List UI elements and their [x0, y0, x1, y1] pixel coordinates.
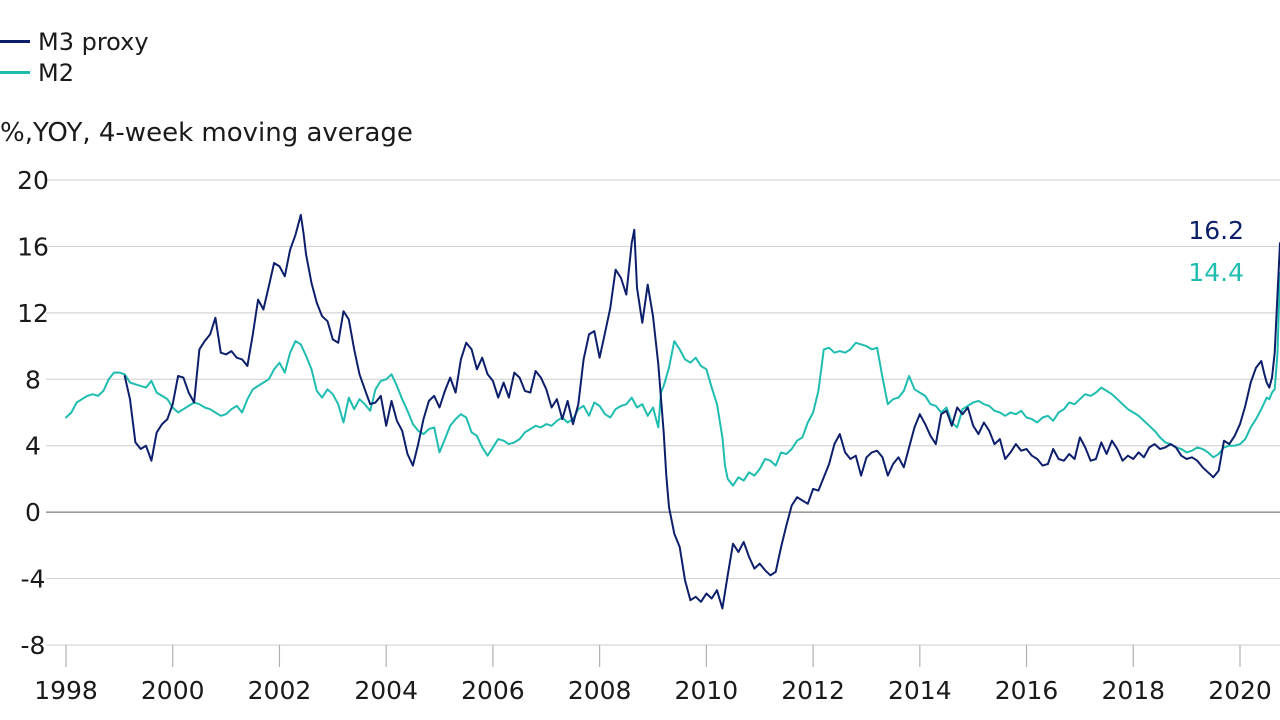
y-tick-label: -4: [21, 565, 46, 594]
x-tick-label: 2012: [781, 676, 845, 705]
x-tick-label: 1998: [34, 676, 98, 705]
y-tick-label: -8: [21, 631, 46, 660]
end-labels: 16.2 14.4: [1188, 216, 1244, 287]
x-axis-ticks: 1998 2000 2002 2004 2006 2008 2010 2012 2014 2016…: [34, 645, 1272, 705]
y-tick-label: 0: [25, 498, 41, 527]
legend-label-m2: M2: [38, 58, 74, 87]
x-tick-label: 2002: [248, 676, 312, 705]
x-tick-label: 2014: [888, 676, 952, 705]
legend-item-m2: M2: [0, 57, 149, 88]
series-lines: [65, 213, 1280, 610]
x-tick-label: 2016: [995, 676, 1059, 705]
end-label-m3-proxy: 16.2: [1188, 216, 1244, 245]
y-axis-ticks: 20 16 12 8 4 0 -4 -8: [17, 166, 49, 660]
x-tick-label: 2020: [1208, 676, 1272, 705]
y-tick-label: 4: [25, 432, 41, 461]
x-tick-label: 2000: [141, 676, 205, 705]
legend-swatch-m3-proxy: [0, 40, 30, 43]
legend-label-m3-proxy: M3 proxy: [38, 27, 149, 56]
end-label-m2: 14.4: [1188, 258, 1244, 287]
series-line-m3-proxy: [123, 213, 1280, 610]
x-tick-label: 2004: [354, 676, 418, 705]
grid-lines: [46, 179, 1280, 646]
legend-swatch-m2: [0, 71, 30, 74]
x-tick-label: 2018: [1101, 676, 1165, 705]
y-tick-label: 12: [17, 299, 49, 328]
x-tick-label: 2008: [568, 676, 632, 705]
series-line-m2: [65, 272, 1280, 487]
legend: M3 proxy M2: [0, 26, 149, 88]
y-tick-label: 20: [17, 166, 49, 195]
x-tick-label: 2010: [675, 676, 739, 705]
y-tick-label: 16: [17, 232, 49, 261]
y-axis-unit-label: %,YOY, 4-week moving average: [0, 118, 413, 148]
legend-item-m3-proxy: M3 proxy: [0, 26, 149, 57]
x-tick-label: 2006: [461, 676, 525, 705]
y-tick-label: 8: [25, 365, 41, 394]
